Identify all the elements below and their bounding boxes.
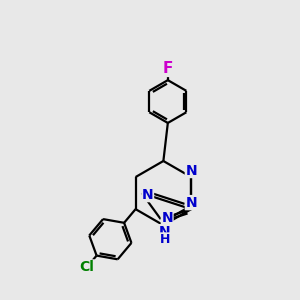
Text: N: N — [185, 196, 197, 210]
Text: Cl: Cl — [80, 260, 94, 274]
Text: N: N — [142, 188, 154, 202]
Text: H: H — [160, 233, 170, 246]
Text: N: N — [159, 225, 171, 239]
Text: F: F — [163, 61, 173, 76]
Text: N: N — [185, 164, 197, 178]
Text: N: N — [161, 211, 173, 225]
